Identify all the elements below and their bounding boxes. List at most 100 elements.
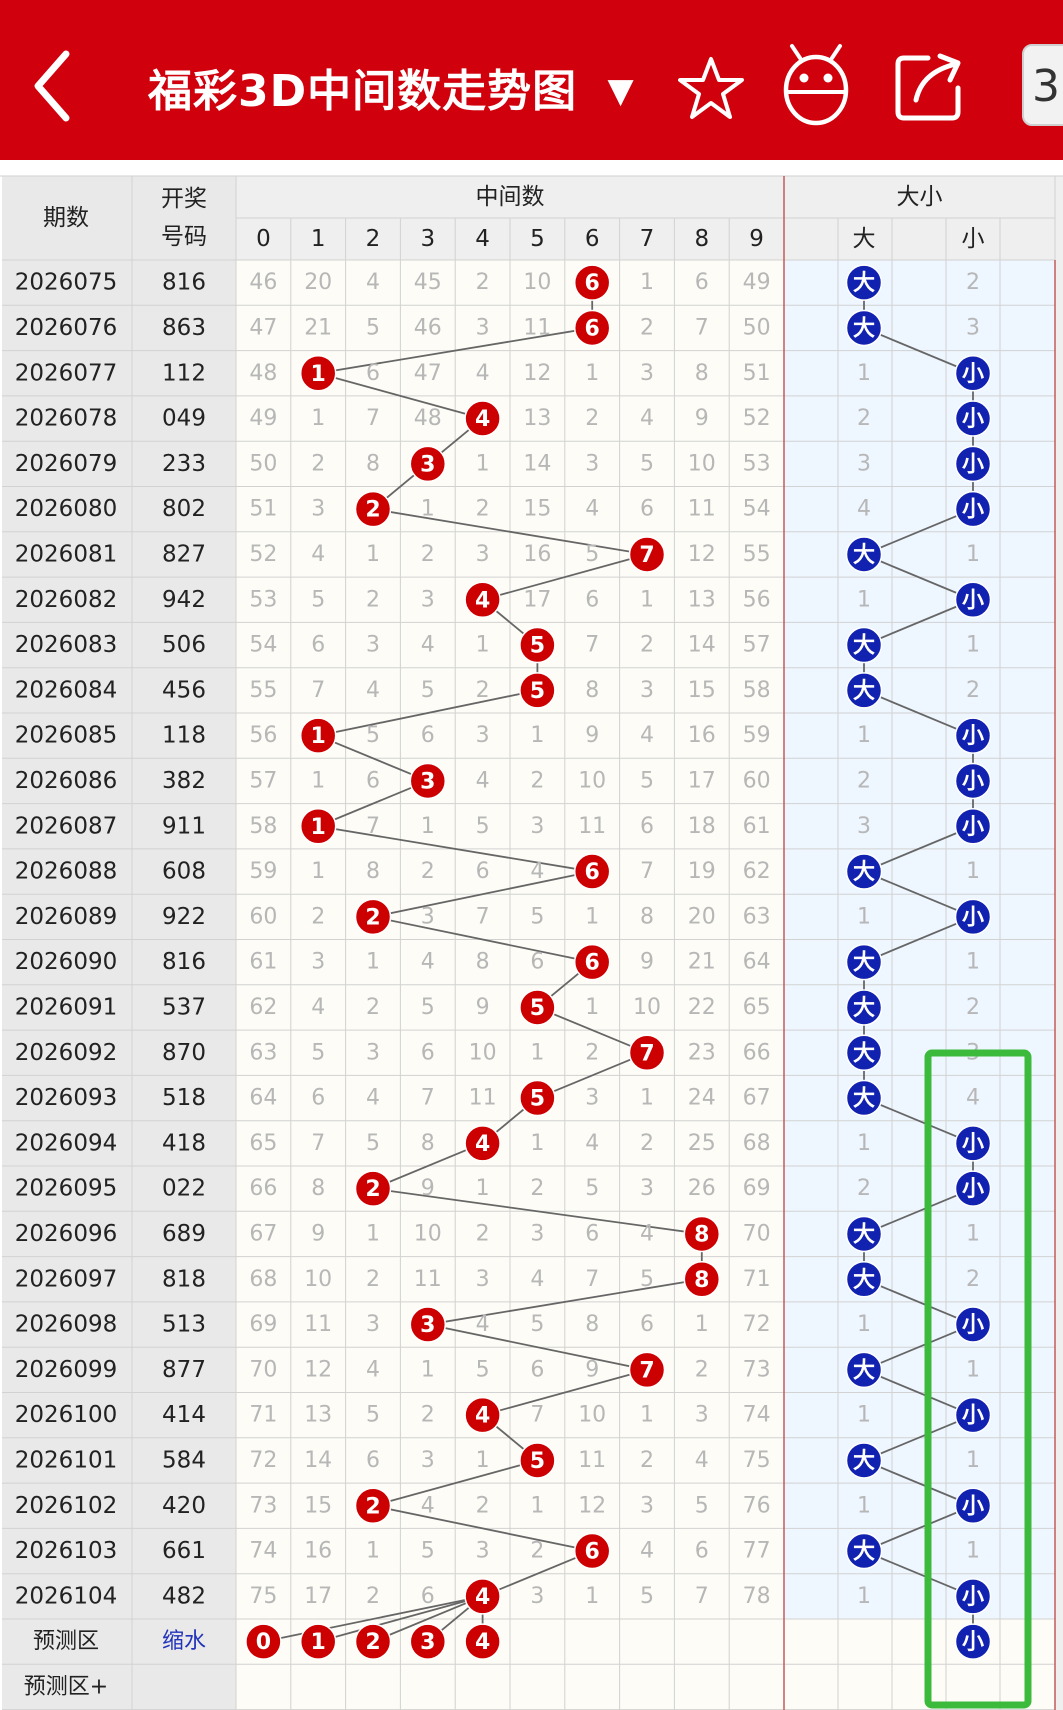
page-title[interactable]: 福彩3D中间数走势图 ▼ — [148, 55, 635, 119]
size-ball-big[interactable]: 大 — [845, 1261, 883, 1298]
size-ball-small[interactable]: 小 — [954, 1306, 992, 1343]
size-ball-big-label: 大 — [853, 271, 875, 296]
miss-count-cell: 15 — [523, 497, 551, 522]
middle-number-ball[interactable]: 2 — [354, 898, 392, 936]
miss-count-cell: 4 — [366, 270, 380, 295]
miss-count-cell: 5 — [640, 768, 654, 793]
size-ball-small[interactable]: 小 — [954, 717, 992, 754]
size-ball-big[interactable]: 大 — [845, 536, 883, 573]
middle-number-ball[interactable]: 4 — [464, 581, 501, 618]
middle-number-ball[interactable]: 3 — [409, 445, 447, 483]
size-ball-small[interactable]: 小 — [954, 490, 992, 528]
period-cell: 2026095 — [15, 1176, 117, 1202]
miss-count-cell: 1 — [366, 950, 380, 975]
middle-number-ball[interactable]: 8 — [683, 1215, 721, 1253]
back-arrow-icon[interactable] — [32, 48, 72, 124]
size-ball-small[interactable]: 小 — [954, 808, 992, 845]
middle-number-ball[interactable]: 6 — [573, 309, 611, 347]
size-ball-small[interactable]: 小 — [954, 1396, 992, 1434]
size-ball-small[interactable]: 小 — [954, 1170, 992, 1207]
size-ball-small[interactable]: 小 — [954, 400, 992, 437]
size-ball-small[interactable]: 小 — [954, 1578, 992, 1615]
size-ball-big[interactable]: 大 — [845, 1442, 883, 1479]
size-ball-big[interactable]: 大 — [845, 626, 883, 664]
size-ball-big-circle — [845, 536, 883, 573]
size-ball-big[interactable]: 大 — [845, 1034, 883, 1071]
middle-number-ball[interactable]: 5 — [519, 1079, 556, 1117]
prediction-ball-label: 1 — [311, 1630, 326, 1655]
middle-number-ball[interactable]: 2 — [354, 1170, 392, 1207]
size-ball-small[interactable]: 小 — [954, 898, 992, 936]
middle-number-ball[interactable]: 4 — [464, 1125, 501, 1162]
size-ball-small[interactable]: 小 — [954, 445, 992, 483]
middle-number-ball[interactable]: 1 — [299, 808, 337, 845]
miss-count-cell: 53 — [743, 451, 771, 476]
middle-number-ball[interactable]: 4 — [464, 400, 501, 437]
middle-number-ball[interactable]: 1 — [299, 717, 337, 754]
middle-number-ball[interactable]: 6 — [573, 1532, 611, 1570]
miss-count-cell: 22 — [688, 995, 716, 1020]
middle-number-ball[interactable]: 3 — [409, 762, 447, 800]
size-ball-small[interactable]: 小 — [954, 1125, 992, 1162]
period-cell: 2026094 — [15, 1130, 117, 1156]
prediction-ball[interactable]: 3 — [409, 1623, 447, 1660]
miss-count-cell: 4 — [476, 768, 490, 793]
miss-count-cell: 1 — [585, 995, 599, 1020]
robot-icon[interactable] — [782, 42, 850, 126]
size-ball-small[interactable]: 小 — [954, 355, 992, 392]
prediction-ball[interactable]: 1 — [299, 1623, 337, 1660]
cut-off-tab[interactable]: 3 — [1022, 44, 1063, 126]
middle-number-ball[interactable]: 3 — [409, 1306, 447, 1343]
miss-count-cell: 6 — [421, 1584, 435, 1609]
prediction-size-ball[interactable]: 小 — [954, 1623, 992, 1660]
size-ball-big[interactable]: 大 — [845, 1351, 883, 1389]
size-ball-big[interactable]: 大 — [845, 672, 883, 709]
size-ball-big[interactable]: 大 — [845, 1532, 883, 1570]
share-icon[interactable] — [894, 50, 966, 122]
prediction-ball[interactable]: 2 — [354, 1623, 392, 1660]
size-ball-big[interactable]: 大 — [845, 989, 883, 1026]
middle-number-ball[interactable]: 6 — [573, 943, 611, 981]
shrink-link[interactable]: 缩水 — [162, 1629, 206, 1654]
middle-number-ball[interactable]: 2 — [354, 1487, 392, 1524]
middle-number-ball[interactable]: 4 — [464, 1578, 501, 1615]
middle-number-ball-label: 4 — [475, 1404, 490, 1429]
size-ball-small-circle — [954, 1578, 992, 1615]
middle-number-ball[interactable]: 6 — [573, 264, 611, 301]
middle-number-ball[interactable]: 5 — [519, 672, 556, 709]
miss-count-cell: 78 — [743, 1584, 771, 1609]
miss-count-cell: 8 — [366, 451, 380, 476]
middle-number-ball[interactable]: 8 — [683, 1261, 721, 1298]
miss-count-cell: 11 — [688, 497, 716, 522]
middle-number-ball[interactable]: 7 — [628, 536, 666, 573]
size-ball-big[interactable]: 大 — [845, 853, 883, 890]
size-ball-small[interactable]: 小 — [954, 762, 992, 800]
miss-count-cell: 4 — [476, 361, 490, 386]
middle-number-ball[interactable]: 2 — [354, 490, 392, 528]
miss-count-cell: 8 — [476, 950, 490, 975]
size-ball-big[interactable]: 大 — [845, 264, 883, 301]
miss-count-cell: 12 — [523, 361, 551, 386]
size-ball-big[interactable]: 大 — [845, 1215, 883, 1253]
middle-number-ball[interactable]: 1 — [299, 355, 337, 392]
prediction-ball-circle — [245, 1623, 282, 1660]
miss-count-cell: 7 — [530, 1403, 544, 1428]
prediction-ball[interactable]: 4 — [464, 1623, 501, 1660]
size-ball-big[interactable]: 大 — [845, 943, 883, 981]
miss-count-cell: 15 — [304, 1493, 332, 1518]
middle-number-ball[interactable]: 5 — [519, 1442, 556, 1479]
size-ball-small[interactable]: 小 — [954, 581, 992, 618]
middle-number-ball[interactable]: 6 — [573, 853, 611, 890]
size-ball-big[interactable]: 大 — [845, 1079, 883, 1117]
size-ball-big[interactable]: 大 — [845, 309, 883, 347]
miss-count-cell: 25 — [688, 1131, 716, 1156]
star-icon[interactable] — [678, 56, 744, 120]
middle-number-ball[interactable]: 5 — [519, 626, 556, 664]
size-ball-small[interactable]: 小 — [954, 1487, 992, 1524]
period-cell: 2026098 — [15, 1312, 117, 1338]
middle-number-ball[interactable]: 5 — [519, 989, 556, 1026]
middle-number-ball[interactable]: 7 — [628, 1351, 666, 1389]
prediction-ball[interactable]: 0 — [245, 1623, 282, 1660]
middle-number-ball[interactable]: 4 — [464, 1396, 501, 1434]
middle-number-ball[interactable]: 7 — [628, 1034, 666, 1071]
